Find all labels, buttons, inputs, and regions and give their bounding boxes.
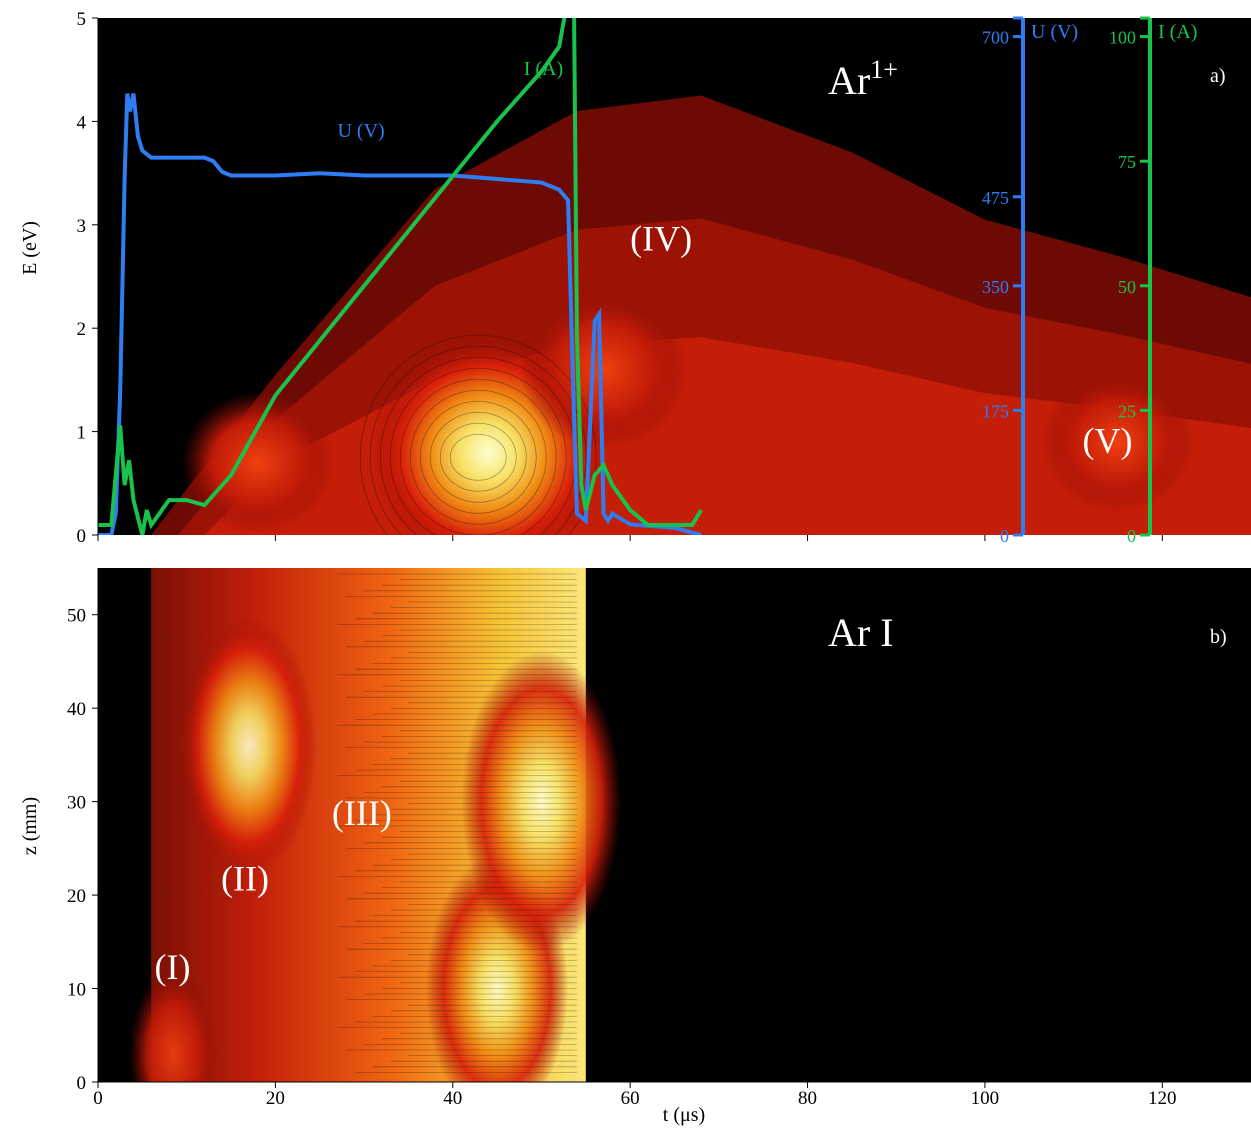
right-tick-label: 0 bbox=[1127, 526, 1136, 546]
panel-a-y-axis-label: E (eV) bbox=[19, 221, 41, 275]
region-label: (IV) bbox=[630, 219, 692, 259]
y-tick-label: 3 bbox=[77, 216, 87, 237]
right-tick-label: 350 bbox=[982, 277, 1009, 297]
contour-line bbox=[429, 411, 527, 503]
x-tick-label: 20 bbox=[266, 1088, 285, 1109]
x-axis-label: t (μs) bbox=[663, 1104, 705, 1126]
y-tick-label: 0 bbox=[77, 1073, 87, 1094]
panel-a-annotations: U (V) I (A) (IV) (V) bbox=[337, 58, 1132, 460]
contour-line bbox=[389, 367, 567, 535]
x-tick-label: 100 bbox=[971, 1088, 1000, 1109]
voltage-line bbox=[98, 93, 702, 535]
y-tick-label: 20 bbox=[67, 886, 86, 907]
panel-b-species-label: Ar I bbox=[828, 610, 894, 655]
right-axis-name: U (V) bbox=[1031, 21, 1078, 43]
right-tick-label: 700 bbox=[982, 28, 1009, 48]
panel-b-label: b) bbox=[1210, 626, 1227, 648]
contour-line bbox=[449, 433, 507, 481]
x-tick-label: 120 bbox=[1148, 1088, 1177, 1109]
contour-line bbox=[439, 422, 517, 492]
y-tick-label: 2 bbox=[77, 319, 87, 340]
region-label: (II) bbox=[221, 858, 269, 898]
panel-b-y-axis-label: z (mm) bbox=[19, 797, 41, 855]
panel-a-energy-distribution bbox=[151, 95, 1251, 535]
right-tick-label: 0 bbox=[1000, 526, 1009, 546]
contour-line bbox=[359, 334, 597, 535]
region-label: (V) bbox=[1082, 420, 1132, 460]
x-tick-label: 40 bbox=[443, 1088, 462, 1109]
panel-a-series bbox=[98, 18, 703, 535]
species-base: Ar bbox=[828, 58, 870, 103]
emission-spot bbox=[461, 651, 622, 952]
series-label: U (V) bbox=[337, 120, 384, 142]
hot-spot bbox=[519, 290, 688, 450]
y-tick-label: 1 bbox=[77, 423, 87, 444]
right-tick-label: 475 bbox=[982, 188, 1009, 208]
right-axis-name: I (A) bbox=[1158, 21, 1197, 43]
y-tick-label: 0 bbox=[77, 526, 87, 547]
hot-spot bbox=[181, 392, 334, 534]
contour-line bbox=[409, 389, 547, 525]
y-tick-label: 10 bbox=[67, 980, 86, 1001]
right-tick-label: 100 bbox=[1109, 28, 1136, 48]
panel-a: 0 1 2 3 4 5 0 175 350 475 700 U (V) 0 25 50 75 100 I (A)… bbox=[19, 9, 1251, 547]
panel-a-y-axis: 0 1 2 3 4 5 bbox=[77, 9, 99, 547]
right-tick-label: 25 bbox=[1118, 401, 1136, 421]
hot-spot bbox=[1041, 371, 1194, 513]
panel-b-annotations: (I) (II) (III) bbox=[155, 793, 392, 987]
emission-spot bbox=[129, 969, 218, 1082]
emission-spot bbox=[180, 617, 317, 874]
y-tick-label: 40 bbox=[67, 699, 86, 720]
region-label: (III) bbox=[332, 793, 392, 833]
y-tick-label: 50 bbox=[67, 606, 86, 627]
panel-b-axes: 0 10 20 30 40 50 0 20 40 60 80 100 120 bbox=[67, 535, 1251, 1109]
region-label: (I) bbox=[155, 947, 191, 987]
y-tick-label: 30 bbox=[67, 793, 86, 814]
y-tick-label: 5 bbox=[77, 9, 87, 30]
panel-a-species-label: Ar1+ bbox=[828, 55, 898, 103]
right-tick-label: 50 bbox=[1118, 277, 1136, 297]
x-tick-label: 60 bbox=[621, 1088, 640, 1109]
series-label: I (A) bbox=[524, 58, 563, 80]
species-superscript: 1+ bbox=[870, 55, 898, 84]
contour-line bbox=[399, 378, 557, 535]
x-tick-label: 80 bbox=[798, 1088, 817, 1109]
y-tick-label: 4 bbox=[77, 112, 87, 133]
current-line bbox=[98, 18, 703, 535]
x-tick-label: 0 bbox=[93, 1088, 103, 1109]
panel-a-right-axes: 0 175 350 475 700 U (V) 0 25 50 75 100 I (A) bbox=[982, 16, 1197, 546]
panel-b-emission-map bbox=[129, 568, 622, 1082]
contour-line bbox=[419, 400, 537, 514]
contour-line bbox=[369, 345, 587, 535]
right-tick-label: 75 bbox=[1118, 152, 1136, 172]
right-tick-label: 175 bbox=[982, 401, 1009, 421]
panel-a-label: a) bbox=[1210, 65, 1226, 87]
